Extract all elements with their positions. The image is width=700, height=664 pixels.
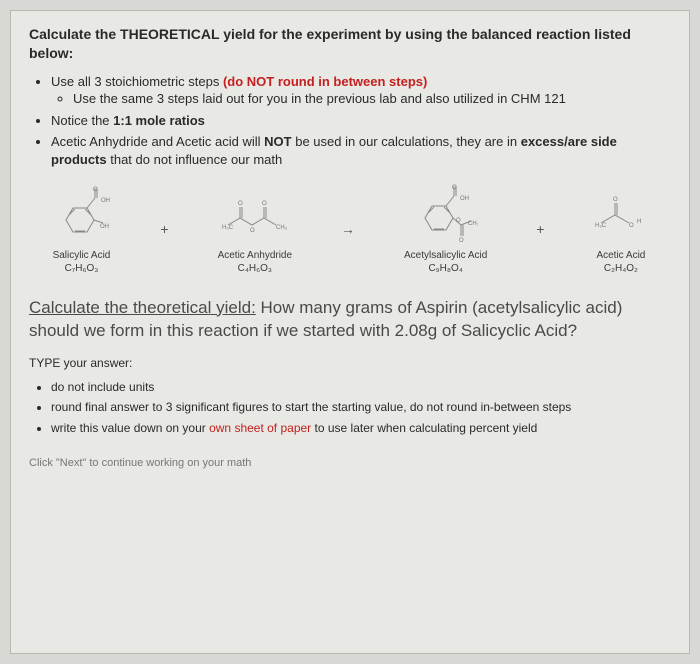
- text: write this value down on your: [51, 421, 209, 435]
- plus-icon: +: [156, 220, 172, 239]
- compound-name: Acetic Anhydride: [218, 249, 293, 263]
- svg-text:H₃C: H₃C: [222, 225, 234, 231]
- text: to use later when calculating percent yi…: [311, 421, 537, 435]
- compound-formula: C₇H₆O₃: [51, 262, 111, 276]
- structure-icon: OH O OH: [51, 183, 111, 243]
- question-lead: Calculate the theoretical yield:: [29, 298, 256, 317]
- svg-text:OH: OH: [460, 196, 469, 202]
- instruction-item: Use all 3 stoichiometric steps (do NOT r…: [51, 73, 671, 108]
- bold-text: NOT: [264, 134, 291, 149]
- warning-text: (do NOT round in between steps): [223, 74, 427, 89]
- svg-text:O: O: [629, 223, 634, 229]
- compound-formula: C₉H₈O₄: [404, 262, 487, 276]
- text: Use all 3 stoichiometric steps: [51, 74, 223, 89]
- svg-text:CH₃: CH₃: [468, 221, 478, 227]
- structure-icon: OH O O O CH₃: [404, 183, 487, 243]
- worksheet-page: Calculate the THEORETICAL yield for the …: [10, 10, 690, 654]
- text: Notice the: [51, 113, 113, 128]
- compound-acetic-anhydride: H₃C O O O CH₃ Acetic Anhydride C₄H₆O₃: [218, 183, 293, 276]
- svg-text:O: O: [456, 218, 461, 224]
- footer-hint: Click "Next" to continue working on your…: [29, 456, 671, 471]
- type-answer-label: TYPE your answer:: [29, 355, 671, 371]
- structure-icon: H₃C O O H: [593, 183, 648, 243]
- svg-text:OH: OH: [101, 198, 110, 204]
- plus-icon: +: [532, 220, 548, 239]
- compound-name: Acetic Acid: [593, 249, 648, 263]
- highlight-text: own sheet of paper: [209, 421, 311, 435]
- svg-text:H: H: [637, 219, 641, 225]
- svg-text:CH₃: CH₃: [276, 225, 288, 231]
- note-item: do not include units: [51, 379, 671, 395]
- instruction-item: Notice the 1:1 mole ratios: [51, 112, 671, 130]
- text: Acetic Anhydride and Acetic acid will: [51, 134, 264, 149]
- instruction-list: Use all 3 stoichiometric steps (do NOT r…: [29, 73, 671, 169]
- compound-acetic-acid: H₃C O O H Acetic Acid C₂H₄O₂: [593, 183, 648, 276]
- svg-text:O: O: [613, 197, 618, 203]
- svg-text:O: O: [262, 201, 267, 207]
- svg-text:O: O: [459, 238, 464, 243]
- reaction-diagram: OH O OH Salicylic Acid C₇H₆O₃ + H₃C O: [29, 183, 671, 276]
- text: be used in our calculations, they are in: [292, 134, 521, 149]
- compound-name: Acetylsalicylic Acid: [404, 249, 487, 263]
- answer-notes: do not include units round final answer …: [29, 379, 671, 436]
- sub-list: Use the same 3 steps laid out for you in…: [51, 90, 671, 108]
- text: that do not influence our math: [107, 152, 283, 167]
- svg-text:O: O: [452, 185, 457, 191]
- compound-name: Salicylic Acid: [51, 249, 111, 263]
- svg-text:OH: OH: [100, 224, 109, 230]
- arrow-icon: →: [337, 220, 359, 239]
- note-item: write this value down on your own sheet …: [51, 420, 671, 436]
- note-item: round final answer to 3 significant figu…: [51, 399, 671, 415]
- sub-item: Use the same 3 steps laid out for you in…: [73, 90, 671, 108]
- page-title: Calculate the THEORETICAL yield for the …: [29, 25, 671, 63]
- instruction-item: Acetic Anhydride and Acetic acid will NO…: [51, 133, 671, 168]
- svg-text:O: O: [93, 187, 98, 193]
- compound-salicylic-acid: OH O OH Salicylic Acid C₇H₆O₃: [51, 183, 111, 276]
- compound-acetylsalicylic-acid: OH O O O CH₃ Acetylsalicylic Acid C₉H₈O₄: [404, 183, 487, 276]
- svg-text:O: O: [250, 228, 255, 234]
- compound-formula: C₂H₄O₂: [593, 262, 648, 276]
- svg-text:O: O: [238, 201, 243, 207]
- compound-formula: C₄H₆O₃: [218, 262, 293, 276]
- structure-icon: H₃C O O O CH₃: [218, 183, 293, 243]
- question-text: Calculate the theoretical yield: How man…: [29, 296, 671, 344]
- svg-text:H₃C: H₃C: [595, 223, 607, 229]
- bold-text: 1:1 mole ratios: [113, 113, 205, 128]
